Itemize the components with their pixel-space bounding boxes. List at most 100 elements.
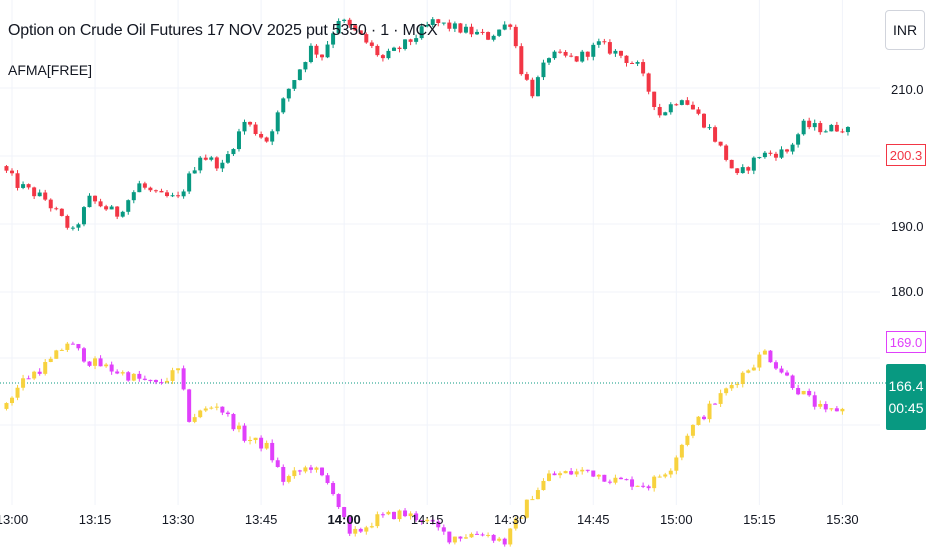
afma-candle — [574, 471, 579, 475]
afma-candle — [43, 362, 48, 374]
price-candle — [198, 157, 203, 171]
afma-candle — [209, 407, 214, 409]
price-candle — [286, 88, 291, 99]
afma-candle — [403, 510, 408, 517]
price-candle — [463, 26, 468, 33]
afma-candle — [668, 470, 673, 475]
y-tick-label: 190.0 — [891, 219, 924, 234]
price-candle — [65, 215, 70, 228]
x-tick-label: 14:30 — [493, 512, 527, 527]
price-candle — [303, 62, 308, 70]
price-candle — [541, 62, 546, 78]
price-candle — [552, 51, 557, 59]
afma-candle — [358, 528, 363, 532]
price-candle — [635, 62, 640, 64]
afma-candle — [513, 518, 518, 529]
price-candle — [580, 51, 585, 62]
price-candle — [248, 121, 253, 125]
afma-candle — [641, 485, 646, 487]
afma-candle — [707, 403, 712, 420]
afma-candle — [281, 466, 286, 482]
price-candle — [26, 184, 31, 188]
afma-candle — [818, 403, 823, 407]
afma-candle — [115, 371, 120, 374]
price-candle — [148, 187, 153, 191]
afma-candle — [530, 499, 535, 501]
price-candle — [740, 167, 745, 174]
price-candle — [142, 183, 147, 188]
price-candle — [475, 31, 480, 35]
price-candle — [15, 173, 20, 188]
price-candle — [81, 207, 86, 225]
afma-candle — [696, 416, 701, 425]
afma-candle — [297, 470, 302, 472]
price-candle — [486, 32, 491, 40]
afma-candle — [37, 371, 42, 374]
x-tick-label: 13:00 — [0, 512, 29, 527]
afma-candle — [458, 536, 463, 539]
afma-candle — [657, 476, 662, 478]
indicator-label[interactable]: AFMA[FREE] — [8, 62, 93, 78]
price-candle — [668, 104, 673, 113]
afma-candle — [142, 378, 147, 380]
afma-candle — [10, 397, 14, 404]
last-price-tag: 200.3 — [886, 144, 926, 166]
afma-candle — [87, 361, 92, 366]
afma-candle — [718, 393, 723, 404]
afma-candle — [81, 348, 86, 362]
currency-button[interactable]: INR — [885, 10, 925, 50]
afma-candle — [4, 403, 9, 409]
x-tick-label: 14:45 — [576, 512, 610, 527]
price-candle — [115, 206, 120, 217]
price-candle — [845, 126, 850, 133]
price-candle — [513, 26, 518, 47]
afma-candle — [214, 406, 219, 408]
price-candle — [574, 56, 579, 62]
y-tick-label: 210.0 — [891, 82, 924, 97]
afma-candle — [596, 474, 601, 477]
afma-candle — [325, 475, 330, 483]
price-candle — [270, 131, 275, 142]
afma-candle — [414, 513, 419, 521]
afma-candle — [225, 412, 230, 415]
afma-candle — [486, 534, 491, 536]
x-tick-label: 13:45 — [244, 512, 278, 527]
price-candle — [530, 79, 535, 97]
afma-candle — [773, 362, 778, 369]
price-candle — [796, 134, 801, 145]
price-candle — [657, 107, 662, 116]
price-candle — [331, 33, 336, 45]
price-candle — [10, 170, 14, 174]
price-candle — [48, 199, 53, 209]
afma-candle — [126, 372, 131, 381]
afma-candle — [746, 370, 751, 373]
afma-candle — [613, 477, 618, 483]
afma-candle — [98, 358, 103, 367]
afma-candle — [419, 520, 424, 522]
chart-title: Option on Crude Oil Futures 17 NOV 2025 … — [8, 22, 438, 39]
afma-candle — [192, 417, 197, 422]
price-candle — [131, 192, 136, 201]
afma-candle — [198, 410, 203, 418]
price-candle — [165, 192, 170, 197]
afma-candle — [790, 375, 795, 388]
afma-candle — [713, 403, 718, 405]
afma-candle — [76, 344, 81, 349]
price-candle — [663, 112, 668, 116]
afma-candle — [829, 408, 834, 410]
afma-candle — [314, 467, 319, 470]
afma-candle — [165, 380, 170, 383]
afma-candle — [558, 473, 563, 476]
price-candle — [773, 153, 778, 158]
price-candle — [414, 38, 419, 42]
afma-candle — [48, 358, 53, 363]
price-candle — [342, 19, 347, 22]
price-candle — [452, 23, 457, 29]
price-candle — [170, 195, 175, 197]
price-candle — [630, 62, 635, 64]
price-candle — [391, 47, 396, 51]
price-candle — [607, 42, 612, 54]
price-candle — [646, 73, 651, 92]
price-candle — [159, 190, 164, 193]
